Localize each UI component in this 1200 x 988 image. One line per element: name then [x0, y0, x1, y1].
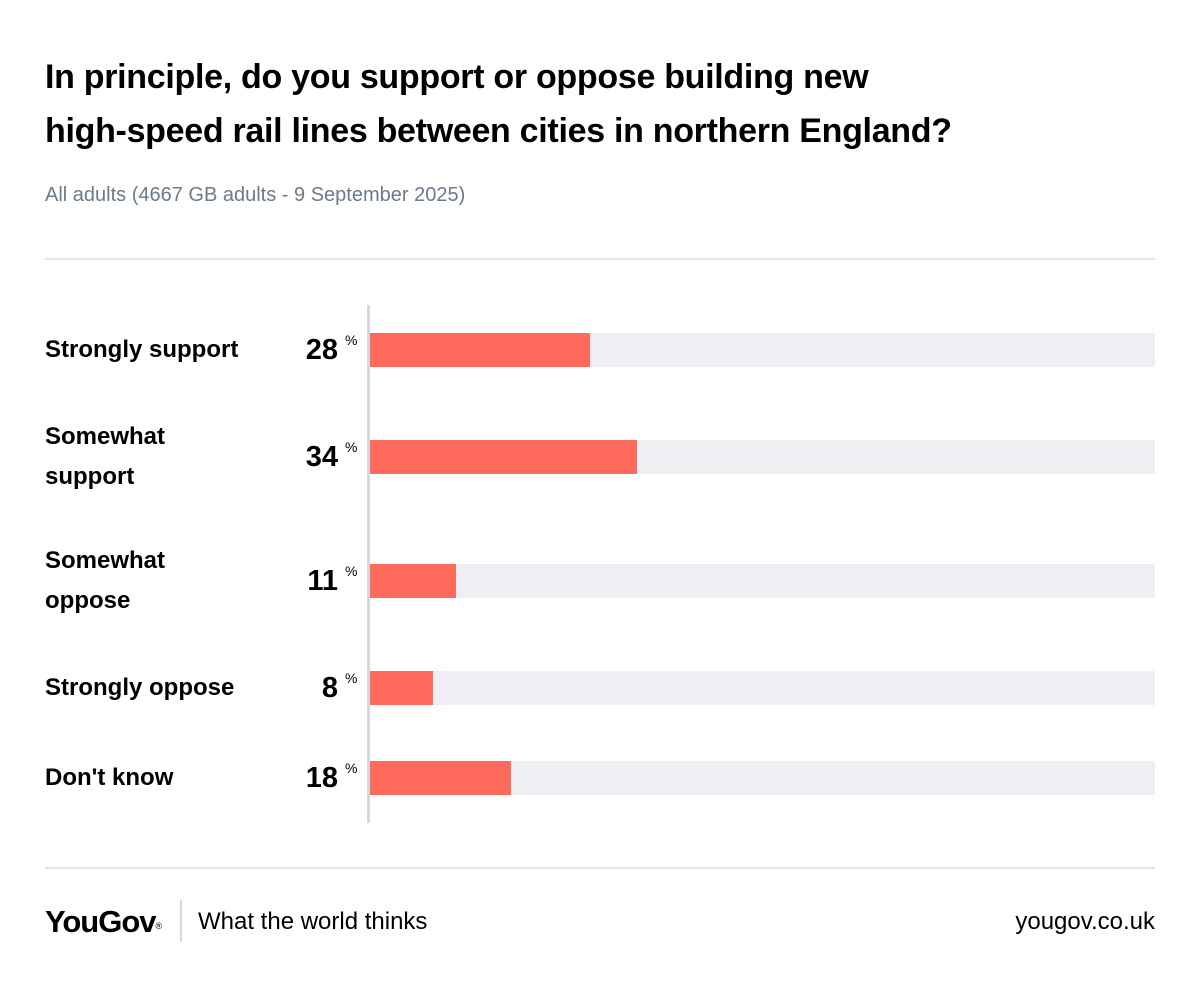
- chart-axis-line: [367, 305, 370, 823]
- chart-subtitle: All adults (4667 GB adults - 9 September…: [45, 184, 466, 206]
- percent-sign: %: [345, 439, 358, 455]
- bar: [370, 333, 590, 367]
- footer-url[interactable]: yougov.co.uk: [1015, 908, 1155, 935]
- bar: [370, 761, 512, 795]
- category-label: Strongly support: [45, 336, 239, 363]
- chart-title-line-1: In principle, do you support or oppose b…: [45, 58, 869, 96]
- chart-title: In principle, do you support or oppose b…: [45, 50, 1155, 158]
- bar: [370, 440, 637, 474]
- bar: [370, 671, 433, 705]
- bar-track: [370, 333, 1155, 367]
- value-label: 11: [307, 565, 338, 597]
- category-label: Somewhat oppose: [45, 547, 166, 614]
- yougov-logo: YouGov®: [45, 900, 162, 944]
- top-divider: [45, 258, 1155, 260]
- value-label: 18: [305, 762, 338, 794]
- percent-sign: %: [345, 670, 358, 686]
- bottom-divider: [45, 867, 1155, 869]
- chart-title-line-2: high-speed rail lines between cities in …: [45, 112, 952, 150]
- bar-track: [370, 440, 1155, 474]
- bar: [370, 564, 457, 598]
- footer-separator: [180, 900, 182, 942]
- category-label: Strongly oppose: [45, 674, 235, 701]
- value-label: 34: [305, 441, 338, 473]
- bar-track: [370, 671, 1155, 705]
- registered-mark: ®: [155, 921, 163, 931]
- category-label: Somewhat support: [45, 423, 166, 490]
- value-label: 8: [321, 672, 338, 704]
- value-label: 28: [305, 334, 338, 366]
- bar-track: [370, 564, 1155, 598]
- category-label: Don't know: [45, 764, 174, 791]
- footer-tagline: What the world thinks: [198, 908, 428, 935]
- percent-sign: %: [345, 760, 358, 776]
- percent-sign: %: [345, 563, 358, 579]
- bar-track: [370, 761, 1155, 795]
- yougov-logo-text: YouGov: [45, 904, 157, 939]
- percent-sign: %: [345, 332, 358, 348]
